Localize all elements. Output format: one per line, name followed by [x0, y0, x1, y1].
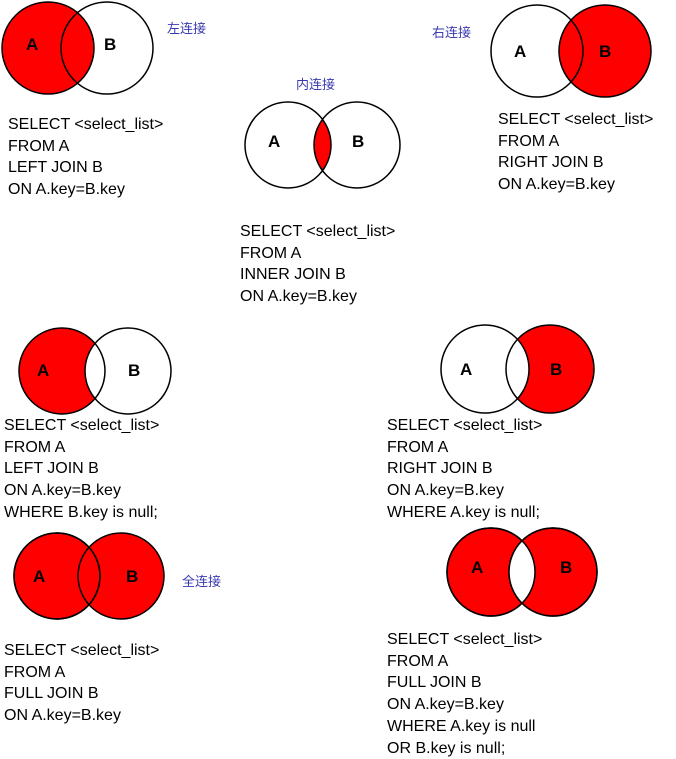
- venn-right-join: A B: [488, 4, 658, 104]
- label-a: A: [514, 42, 526, 61]
- label-a: A: [33, 567, 45, 586]
- sql-line: INNER JOIN B: [240, 264, 395, 286]
- sql-line: ON A.key=B.key: [498, 174, 653, 196]
- sql-line: SELECT <select_list>: [4, 415, 159, 437]
- label-a: A: [471, 558, 483, 577]
- sql-line: FULL JOIN B: [387, 672, 542, 694]
- sql-line: FROM A: [387, 437, 542, 459]
- sql-line: LEFT JOIN B: [8, 157, 163, 179]
- sql-line: RIGHT JOIN B: [387, 458, 542, 480]
- sql-line: WHERE A.key is null: [387, 716, 542, 738]
- sql-line: FROM A: [240, 243, 395, 265]
- sql-line: ON A.key=B.key: [4, 480, 159, 502]
- sql-line: SELECT <select_list>: [4, 640, 159, 662]
- caption-right-join: 右连接: [432, 22, 471, 41]
- sql-line: SELECT <select_list>: [387, 629, 542, 651]
- sql-right-join: SELECT <select_list> FROM A RIGHT JOIN B…: [498, 109, 653, 196]
- sql-line: FROM A: [4, 662, 159, 684]
- circle-a: [2, 2, 94, 94]
- label-b: B: [128, 361, 140, 380]
- sql-line: ON A.key=B.key: [387, 480, 542, 502]
- sql-left-only: SELECT <select_list> FROM A LEFT JOIN B …: [4, 415, 159, 524]
- sql-line: ON A.key=B.key: [4, 705, 159, 727]
- sql-line: SELECT <select_list>: [498, 109, 653, 131]
- sql-full-join: SELECT <select_list> FROM A FULL JOIN B …: [4, 640, 159, 727]
- label-a: A: [26, 35, 38, 54]
- sql-line: FROM A: [4, 437, 159, 459]
- venn-full-outer-exclusive: A B: [445, 527, 605, 621]
- sql-line: FULL JOIN B: [4, 683, 159, 705]
- caption-inner-join: 内连接: [296, 74, 335, 93]
- sql-line: WHERE B.key is null;: [4, 502, 159, 524]
- circle-b: [78, 533, 164, 619]
- label-b: B: [352, 132, 364, 151]
- sql-line: ON A.key=B.key: [240, 286, 395, 308]
- venn-left-join: A B: [0, 0, 160, 110]
- label-b: B: [560, 558, 572, 577]
- sql-line: ON A.key=B.key: [387, 694, 542, 716]
- label-a: A: [37, 361, 49, 380]
- sql-line: FROM A: [8, 136, 163, 158]
- sql-line: WHERE A.key is null;: [387, 502, 542, 524]
- sql-line: FROM A: [498, 131, 653, 153]
- venn-inner-join: A B: [240, 100, 400, 194]
- sql-line: FROM A: [387, 651, 542, 673]
- sql-line: LEFT JOIN B: [4, 458, 159, 480]
- sql-line: SELECT <select_list>: [8, 114, 163, 136]
- sql-line: OR B.key is null;: [387, 738, 542, 759]
- label-b: B: [599, 42, 611, 61]
- venn-full-join: A B: [12, 533, 172, 623]
- sql-right-only: SELECT <select_list> FROM A RIGHT JOIN B…: [387, 415, 542, 524]
- sql-full-outer-exclusive: SELECT <select_list> FROM A FULL JOIN B …: [387, 629, 542, 759]
- label-b: B: [126, 567, 138, 586]
- caption-full-join: 全连接: [182, 571, 221, 590]
- venn-left-only: A B: [17, 328, 177, 418]
- sql-line: ON A.key=B.key: [8, 179, 163, 201]
- venn-right-only: A B: [440, 324, 600, 416]
- sql-left-join: SELECT <select_list> FROM A LEFT JOIN B …: [8, 114, 163, 201]
- label-a: A: [460, 360, 472, 379]
- sql-inner-join: SELECT <select_list> FROM A INNER JOIN B…: [240, 221, 395, 308]
- sql-line: SELECT <select_list>: [240, 221, 395, 243]
- label-b: B: [550, 360, 562, 379]
- label-b: B: [104, 35, 116, 54]
- sql-line: RIGHT JOIN B: [498, 152, 653, 174]
- sql-line: SELECT <select_list>: [387, 415, 542, 437]
- label-a: A: [268, 132, 280, 151]
- caption-left-join: 左连接: [167, 18, 206, 37]
